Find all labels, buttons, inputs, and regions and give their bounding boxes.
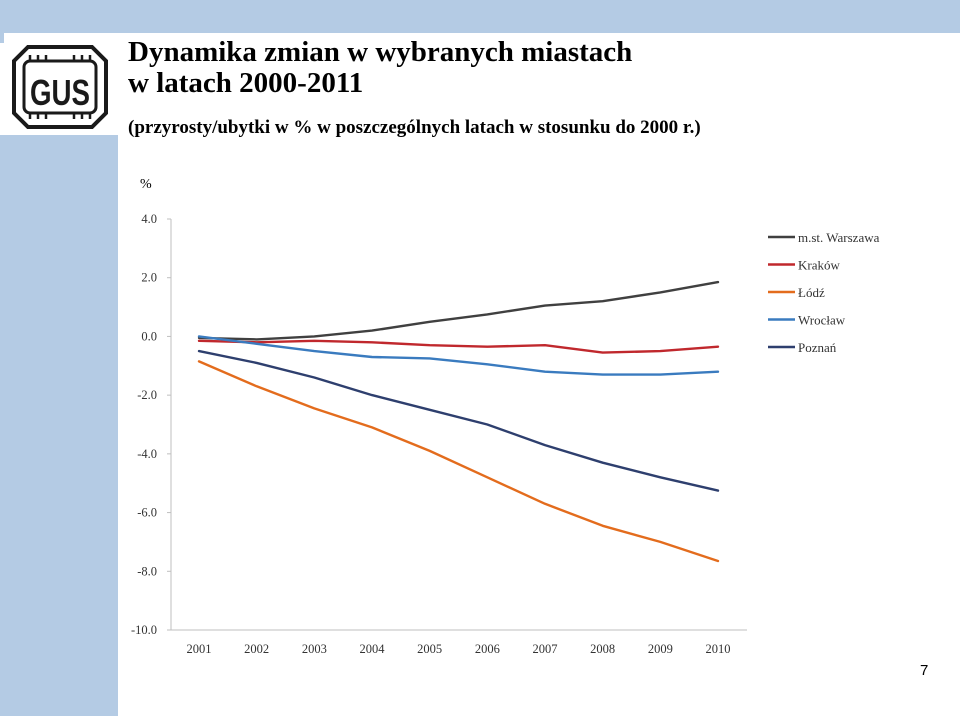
page-subtitle: (przyrosty/ubytki w % w poszczególnych l… bbox=[128, 117, 701, 138]
series-line-3 bbox=[197, 335, 720, 376]
top-band bbox=[0, 0, 960, 33]
title-line-2: w latach 2000-2011 bbox=[128, 67, 364, 99]
page-title: Dynamika zmian w wybranych miastach w la… bbox=[128, 37, 632, 99]
x-tick-label: 2009 bbox=[648, 642, 673, 656]
x-tick-label: 2003 bbox=[302, 642, 327, 656]
legend-label: Kraków bbox=[798, 258, 840, 273]
gus-logo: GUS bbox=[12, 45, 108, 129]
y-tick-label: 0.0 bbox=[141, 329, 157, 343]
x-tick-label: 2007 bbox=[533, 642, 558, 656]
x-axis-ticks: 2001 2002 2003 2004 2005 2006 2007 2008 2009 2010 bbox=[187, 642, 731, 656]
legend: m.st. Warszawa Kraków Łódź Wrocław Poznań bbox=[768, 230, 880, 355]
y-unit-label: % bbox=[140, 177, 152, 192]
x-tick-label: 2008 bbox=[590, 642, 615, 656]
y-tick-label: -8.0 bbox=[137, 564, 157, 578]
y-tick-label: -6.0 bbox=[137, 506, 157, 520]
side-band bbox=[0, 135, 118, 716]
line-chart: % 4.02.00.0-2.0-4.0-6.0-8.0-10.0 2001 200… bbox=[131, 177, 880, 656]
logo-text: GUS bbox=[30, 72, 90, 113]
x-tick-label: 2005 bbox=[417, 642, 442, 656]
series-line-2 bbox=[197, 360, 720, 563]
legend-label: Wrocław bbox=[798, 313, 846, 328]
series-line-0 bbox=[197, 280, 720, 341]
y-tick-label: -2.0 bbox=[137, 388, 157, 402]
top-band-notch bbox=[0, 33, 4, 43]
y-tick-label: -10.0 bbox=[131, 623, 157, 637]
series-lines bbox=[197, 280, 720, 563]
x-tick-label: 2004 bbox=[360, 642, 386, 656]
x-tick-label: 2002 bbox=[244, 642, 269, 656]
title-line-1: Dynamika zmian w wybranych miastach bbox=[128, 36, 633, 68]
series-line-1 bbox=[197, 339, 720, 354]
legend-label: Poznań bbox=[798, 340, 837, 355]
page-number: 7 bbox=[920, 662, 929, 679]
y-axis-ticks: 4.0 2.0 0.0 -2.0 -4.0 -6.0 -8.0 -10.0 bbox=[131, 212, 171, 637]
series-line-4 bbox=[197, 349, 720, 492]
legend-label: Łódź bbox=[798, 285, 825, 300]
x-tick-label: 2006 bbox=[475, 642, 500, 656]
x-tick-label: 2001 bbox=[187, 642, 212, 656]
legend-label: m.st. Warszawa bbox=[798, 230, 880, 245]
y-tick-label: 2.0 bbox=[141, 271, 157, 285]
x-tick-label: 2010 bbox=[706, 642, 731, 656]
y-tick-label: 4.0 bbox=[141, 212, 157, 226]
y-tick-label: -4.0 bbox=[137, 447, 157, 461]
